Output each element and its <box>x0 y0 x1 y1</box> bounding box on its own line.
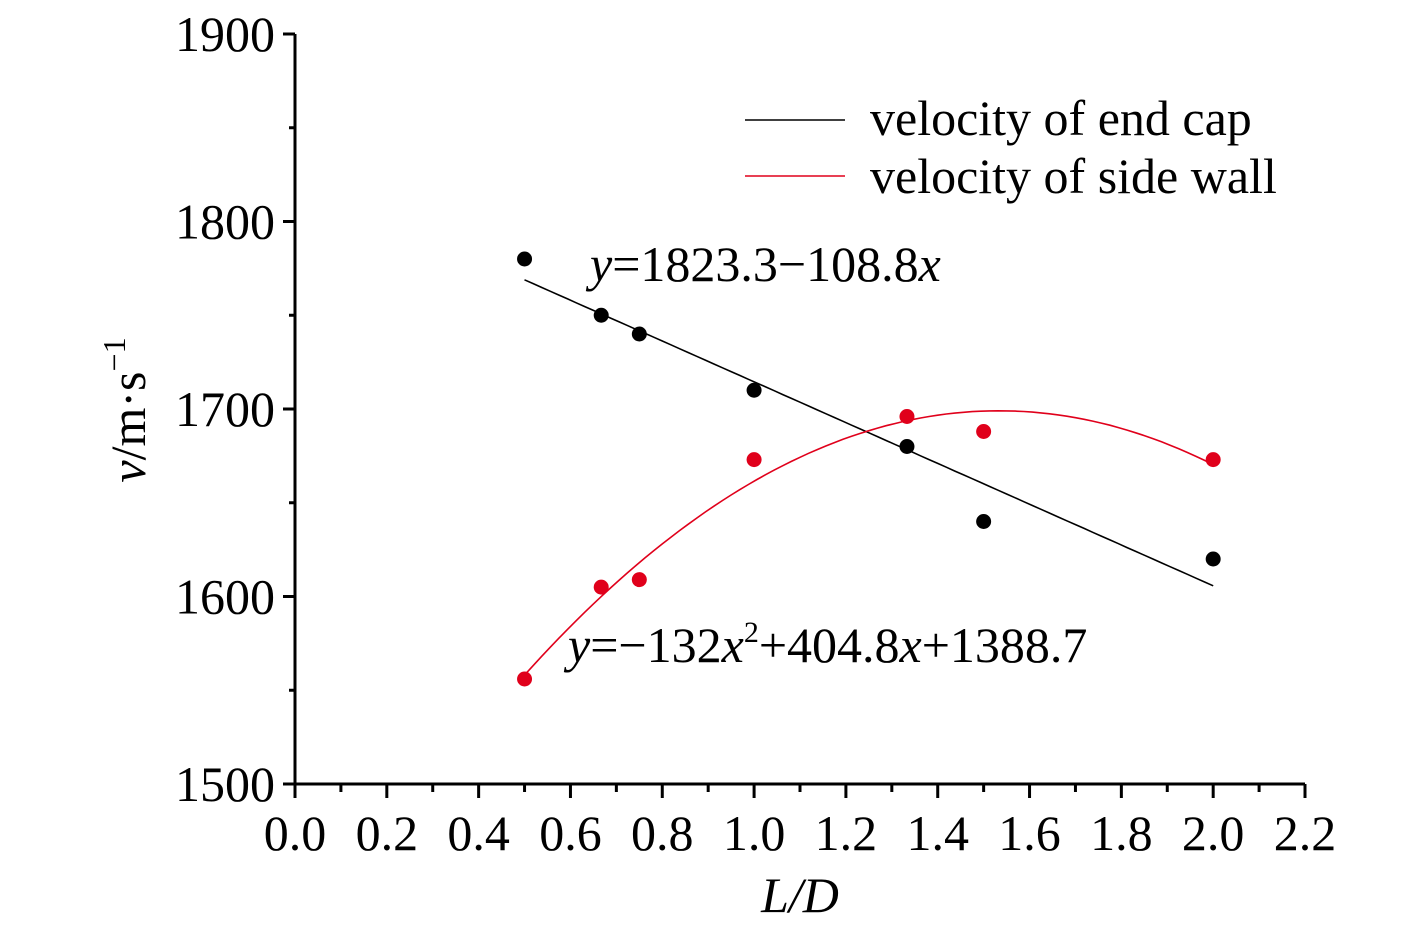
x-tick-label: 0.6 <box>539 805 602 861</box>
eq2-sup: 2 <box>744 616 759 649</box>
x-tick-label: 1.6 <box>998 805 1061 861</box>
fit-line-end-cap <box>524 279 1214 587</box>
x-tick-label: 2.0 <box>1182 805 1245 861</box>
eq1-y: y <box>585 236 613 292</box>
fit-equation-side-wall: y=−132x2+404.8x+1388.7 <box>563 616 1087 673</box>
eq1-x: x <box>918 236 941 292</box>
eq2-body1: =−132 <box>590 617 721 673</box>
y-axis-label: v/m·s−1 <box>96 337 156 482</box>
data-point-side-wall <box>899 409 915 424</box>
x-ticks: 0.0 0.2 0.4 0.6 0.8 1.0 1.2 1.4 1.6 1.8 2.0 2.2 <box>264 784 1337 861</box>
eq2-body2: +404.8 <box>759 617 900 673</box>
y-tick-label: 1800 <box>175 194 275 250</box>
x-tick-label: 0.4 <box>447 805 510 861</box>
fit-line-side-wall <box>523 409 1214 676</box>
x-tick-label: 1.2 <box>815 805 878 861</box>
fit-lines <box>523 279 1214 676</box>
y-tick-label: 1600 <box>175 569 275 625</box>
data-point-end-cap <box>976 514 992 529</box>
x-tick-label: 0.8 <box>631 805 694 861</box>
eq2-x2: x <box>899 617 922 673</box>
eq2-y: y <box>563 617 591 673</box>
data-point-side-wall <box>517 671 533 687</box>
legend-label-end-cap: velocity of end cap <box>870 90 1252 146</box>
y-ticks: 1500 1600 1700 1800 1900 <box>175 6 295 812</box>
x-tick-label: 2.2 <box>1274 805 1337 861</box>
data-point-side-wall <box>593 579 609 595</box>
data-point-side-wall <box>746 452 762 468</box>
data-point-end-cap <box>1205 551 1221 567</box>
y-axis-label-exp: −1 <box>96 337 132 371</box>
x-tick-label: 0.2 <box>356 805 419 861</box>
data-point-end-cap <box>899 439 915 454</box>
y-tick-label: 1700 <box>175 381 275 437</box>
x-tick-label: 1.4 <box>906 805 969 861</box>
data-point-end-cap <box>631 326 647 342</box>
x-tick-label: 1.8 <box>1090 805 1153 861</box>
data-point-side-wall <box>976 424 992 439</box>
eq2-x1: x <box>721 617 744 673</box>
data-point-end-cap <box>517 251 533 267</box>
y-axis-label-unit: /m·s <box>100 371 156 460</box>
x-tick-label: 1.0 <box>723 805 786 861</box>
legend: velocity of end cap velocity of side wal… <box>745 90 1277 204</box>
legend-label-side-wall: velocity of side wall <box>870 148 1277 204</box>
x-tick-label: 0.0 <box>264 805 327 861</box>
data-point-side-wall <box>631 572 647 588</box>
data-point-end-cap <box>746 382 762 398</box>
data-point-side-wall <box>1205 452 1221 468</box>
data-points <box>517 251 1221 687</box>
fit-equation-end-cap: y=1823.3−108.8x <box>585 236 941 292</box>
y-tick-label: 1500 <box>175 756 275 812</box>
x-axis-label: L/D <box>760 867 839 923</box>
data-point-end-cap <box>593 307 609 323</box>
eq1-body: =1823.3−108.8 <box>612 236 918 292</box>
eq2-body3: +1388.7 <box>922 617 1088 673</box>
y-axis-label-var: v <box>100 460 156 483</box>
y-tick-label: 1900 <box>175 6 275 62</box>
